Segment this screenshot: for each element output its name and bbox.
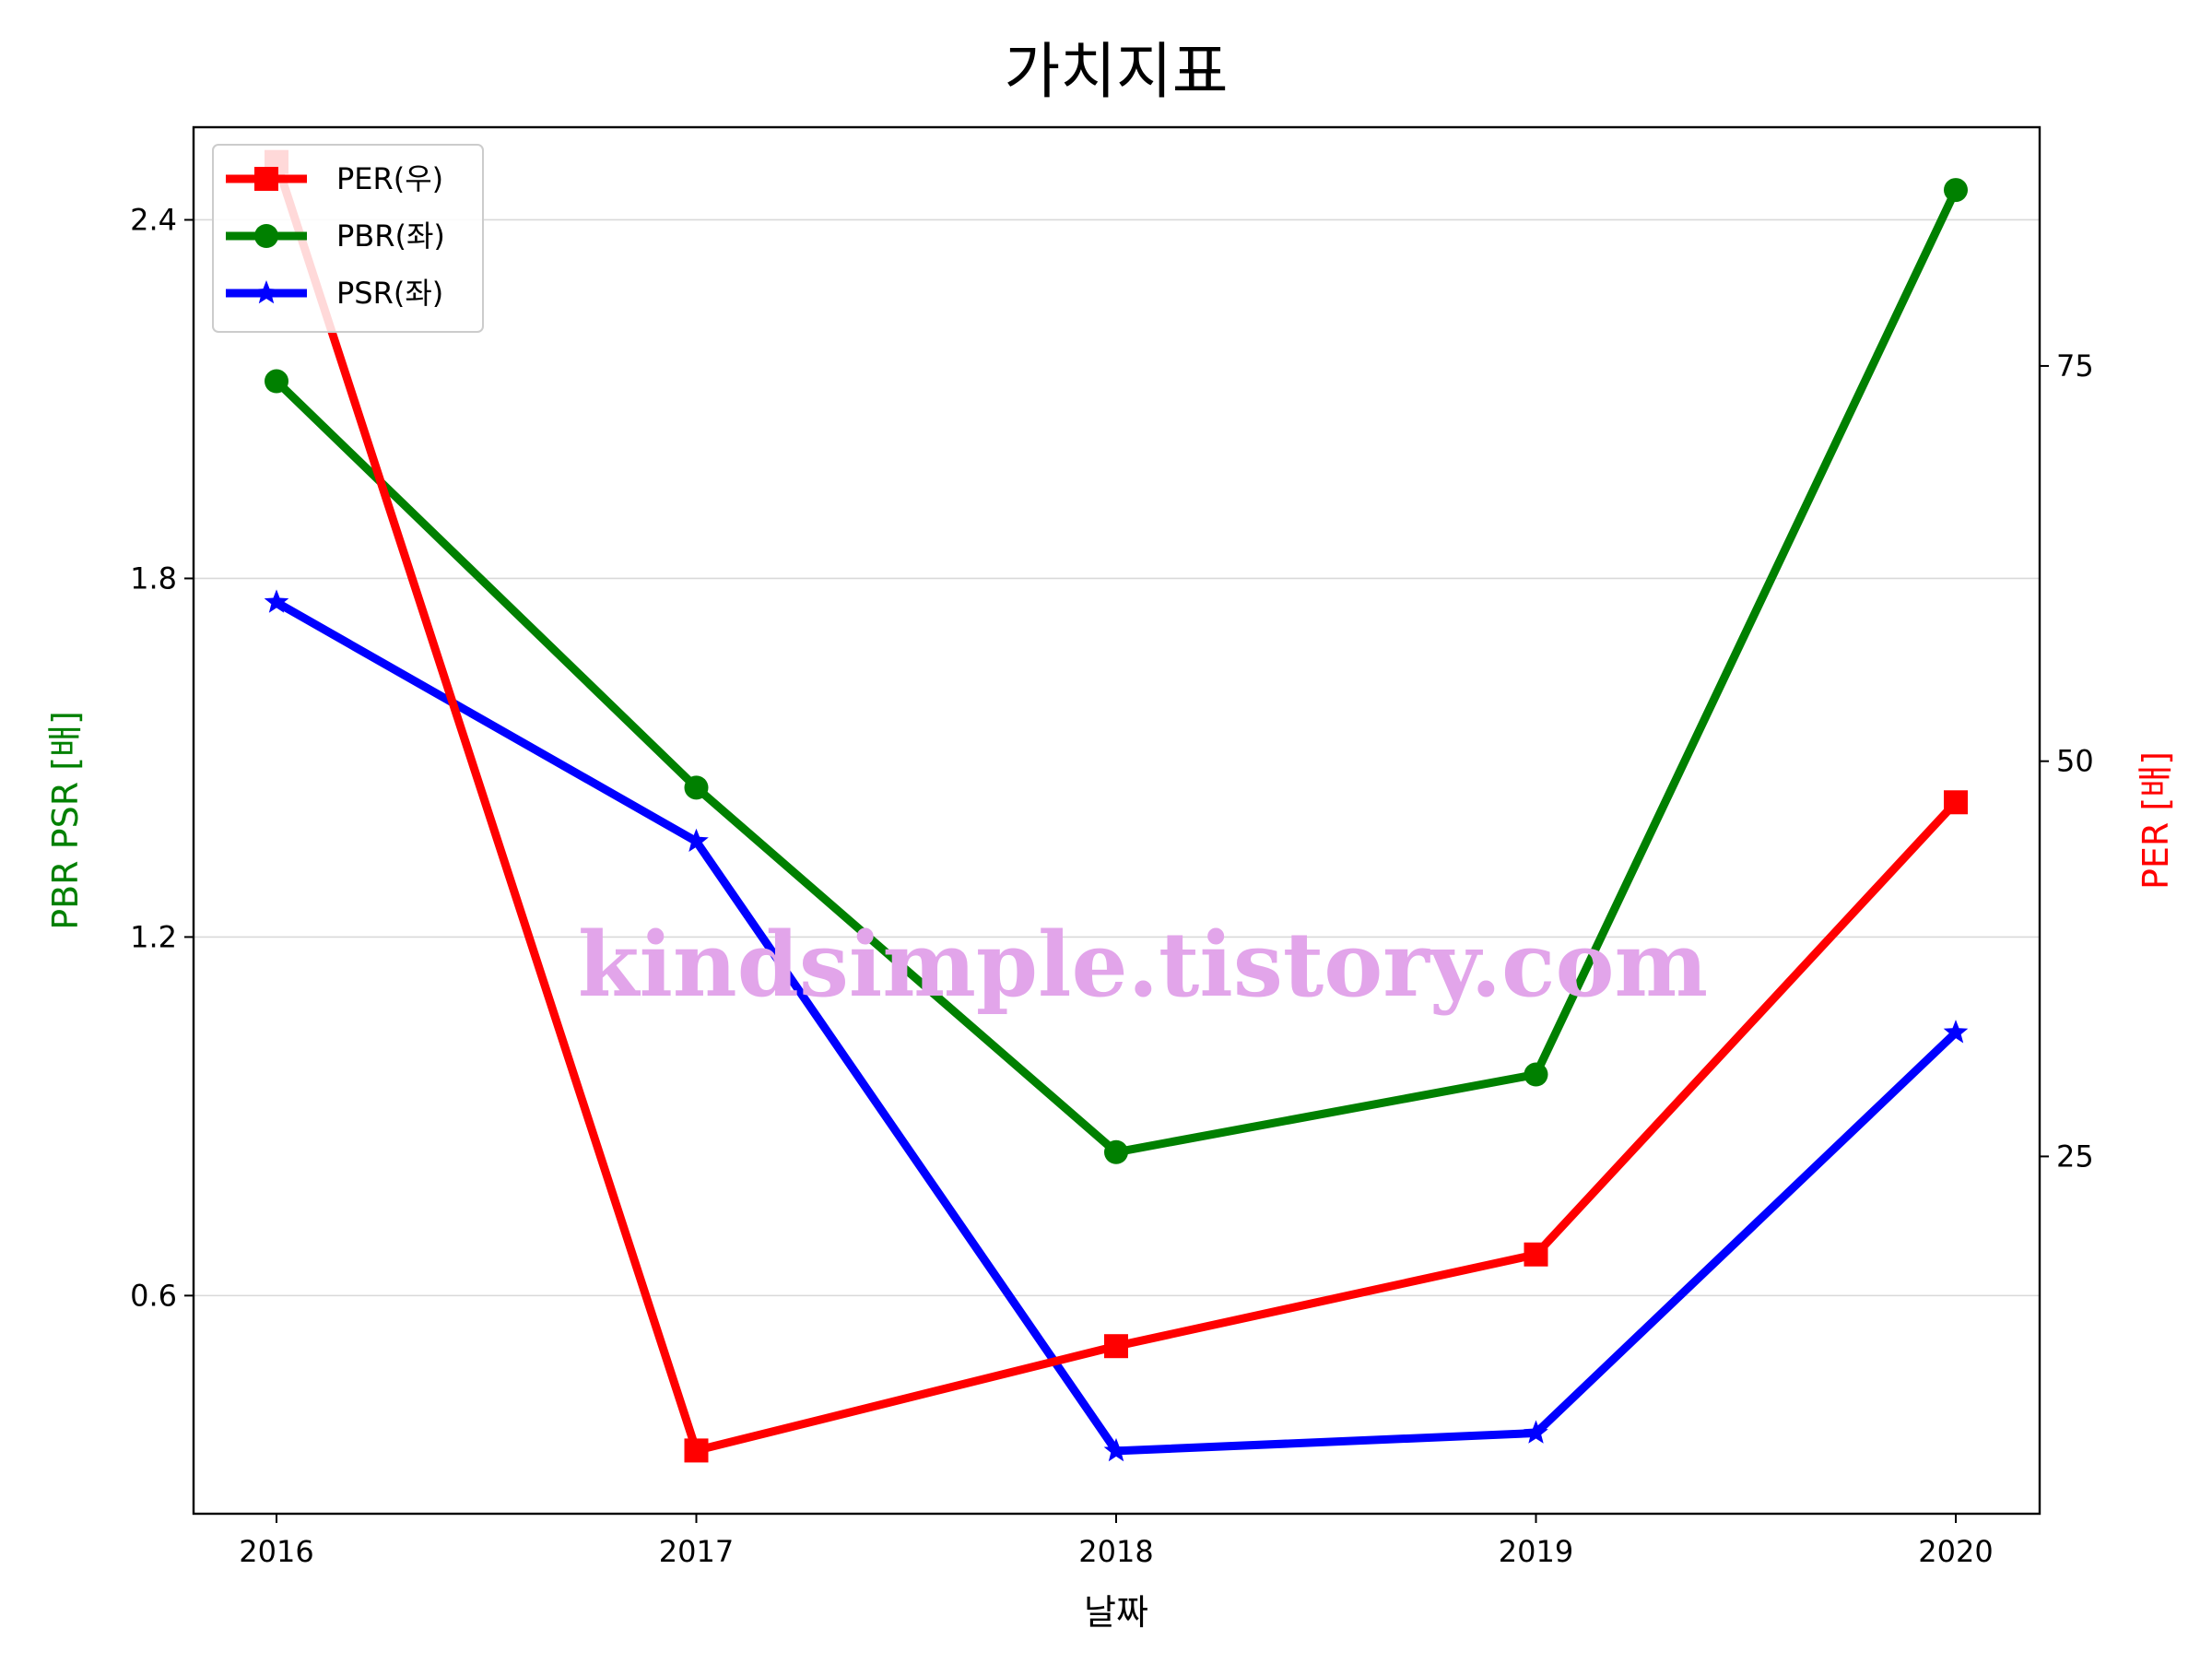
y-left-tick-label: 1.2 — [130, 919, 177, 954]
legend-marker-psr — [253, 280, 279, 304]
x-axis-label: 날짜 — [1084, 1592, 1148, 1633]
y-right-tick-label: 75 — [2056, 348, 2094, 384]
pbr-point — [1524, 1062, 1548, 1087]
x-tick-label: 2017 — [659, 1534, 734, 1569]
y-axis-right-label: PER [배] — [2136, 751, 2176, 890]
y-right-tick-label: 25 — [2056, 1139, 2094, 1174]
psr-point — [264, 589, 289, 613]
legend-marker-per — [254, 167, 278, 191]
x-tick-label: 2018 — [1078, 1534, 1153, 1569]
pbr-point — [1944, 178, 1968, 203]
series-pbr — [265, 178, 1968, 1164]
pbr-point — [684, 775, 709, 800]
per-point — [1524, 1242, 1548, 1267]
psr-point — [1943, 1020, 1969, 1044]
pbr-point — [1104, 1139, 1128, 1164]
psr-point — [1524, 1420, 1548, 1444]
y-axis-left-label: PBR PSR [배] — [45, 711, 86, 930]
watermark: kindsimple.tistory.com — [578, 913, 1708, 1017]
y-left-tick-label: 1.8 — [130, 561, 177, 596]
x-tick-label: 2020 — [1918, 1534, 1993, 1569]
series-psr — [264, 589, 1969, 1462]
pbr-point — [265, 369, 288, 394]
per-point — [1104, 1334, 1128, 1359]
y-left-tick-label: 2.4 — [130, 202, 177, 237]
chart-title: 가치지표 — [1005, 36, 1229, 107]
per-point — [1944, 790, 1968, 815]
per-point — [684, 1438, 709, 1463]
x-tick-label: 2016 — [239, 1534, 313, 1569]
psr-point — [684, 828, 709, 852]
legend-label-psr: PSR(좌) — [336, 276, 443, 311]
legend-box — [212, 144, 484, 333]
legend-marker-pbr — [254, 224, 278, 248]
legend-label-pbr: PBR(좌) — [336, 218, 445, 254]
x-tick-label: 2019 — [1499, 1534, 1573, 1569]
y-left-tick-label: 0.6 — [130, 1278, 177, 1313]
y-right-tick-label: 50 — [2056, 744, 2094, 779]
psr-point — [1103, 1437, 1129, 1462]
legend-label-per: PER(우) — [336, 161, 443, 196]
